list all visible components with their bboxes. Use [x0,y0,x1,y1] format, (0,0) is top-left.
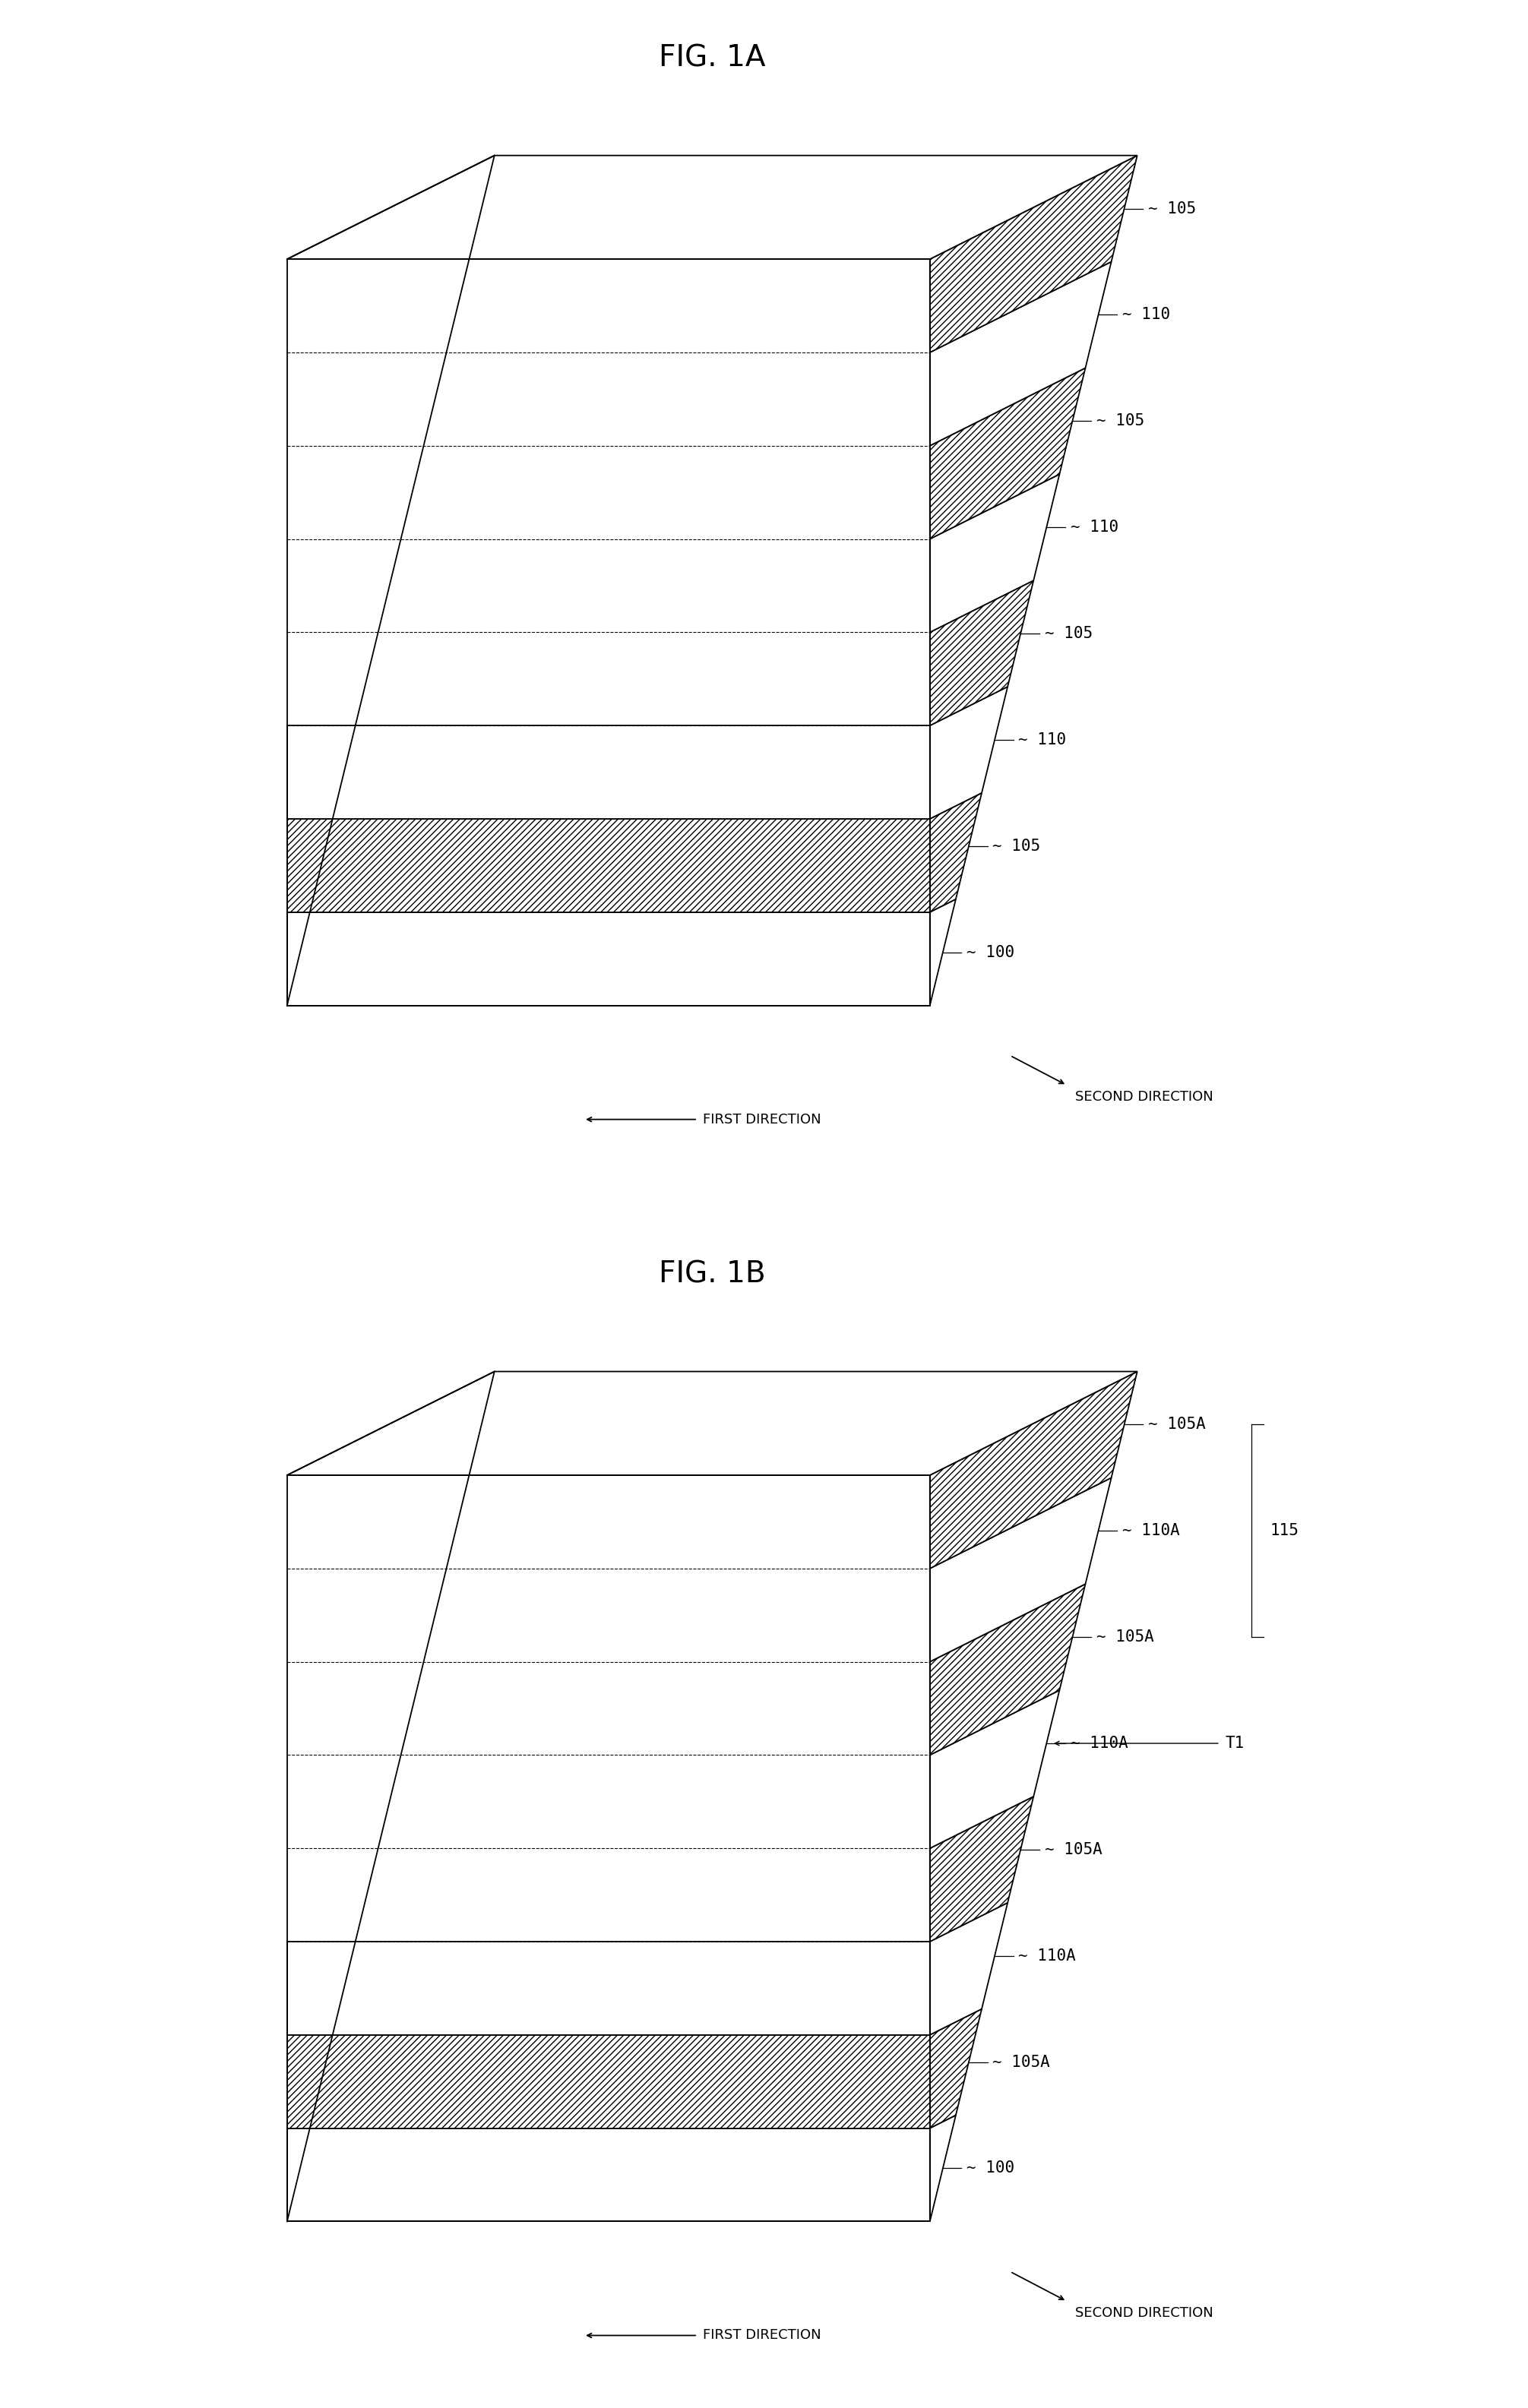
Polygon shape [931,898,957,1007]
Polygon shape [931,2008,981,2129]
Polygon shape [931,792,981,913]
Text: ~ 105: ~ 105 [1096,414,1144,429]
Polygon shape [931,1584,1085,1755]
Polygon shape [287,1373,1137,1476]
Text: ~ 110: ~ 110 [1122,308,1170,323]
Text: ~ 105A: ~ 105A [993,2054,1050,2068]
Polygon shape [931,1690,1059,1849]
Polygon shape [287,913,931,1007]
Text: T1: T1 [1225,1736,1244,1751]
Polygon shape [931,368,1085,539]
Polygon shape [931,686,1007,819]
Polygon shape [287,157,1137,260]
Text: ~ 110A: ~ 110A [1070,1736,1128,1751]
Text: ~ 110A: ~ 110A [1122,1524,1180,1539]
Text: ~ 100: ~ 100 [967,2160,1015,2177]
Polygon shape [931,580,1033,725]
Text: FIRST DIRECTION: FIRST DIRECTION [703,1112,821,1127]
Text: ~ 105: ~ 105 [1148,200,1196,217]
Text: ~ 105A: ~ 105A [1096,1630,1154,1645]
Polygon shape [931,1796,1033,1941]
Polygon shape [287,2035,931,2129]
Polygon shape [931,262,1111,445]
Text: 115: 115 [1270,1524,1299,1539]
Polygon shape [931,1902,1007,2035]
Text: FIG. 1B: FIG. 1B [659,1259,766,1288]
Polygon shape [287,1941,931,2035]
Polygon shape [287,2129,931,2223]
Text: ~ 105: ~ 105 [993,838,1041,852]
Text: SECOND DIRECTION: SECOND DIRECTION [1076,1091,1213,1103]
Text: ~ 100: ~ 100 [967,944,1015,961]
Text: FIG. 1A: FIG. 1A [659,43,766,72]
Polygon shape [931,1479,1111,1662]
Polygon shape [931,157,1137,352]
Text: ~ 105A: ~ 105A [1148,1416,1206,1433]
Polygon shape [287,819,931,913]
Text: FIRST DIRECTION: FIRST DIRECTION [703,2329,821,2343]
Text: ~ 105: ~ 105 [1045,626,1093,641]
Polygon shape [931,1373,1137,1568]
Polygon shape [931,474,1059,633]
Polygon shape [287,725,931,819]
Polygon shape [931,2114,957,2223]
Text: ~ 105A: ~ 105A [1045,1842,1102,1857]
Text: ~ 110A: ~ 110A [1019,1948,1076,1963]
Text: ~ 110: ~ 110 [1070,520,1118,535]
Text: SECOND DIRECTION: SECOND DIRECTION [1076,2307,1213,2319]
Text: ~ 110: ~ 110 [1019,732,1067,746]
